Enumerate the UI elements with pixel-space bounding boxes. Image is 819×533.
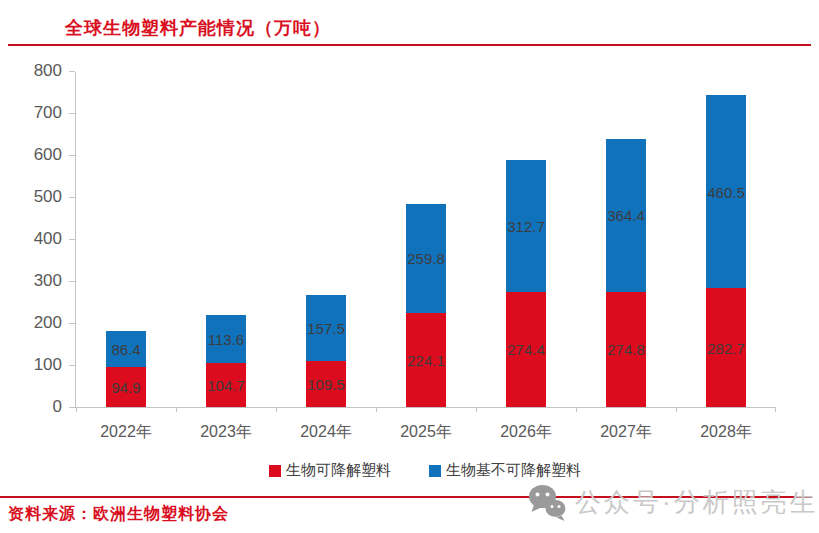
bar-stack: 94.986.4	[106, 331, 146, 407]
bar-segment-生物基不可降解塑料: 460.5	[706, 95, 746, 288]
data-label: 282.7	[694, 339, 758, 356]
y-axis-tick-label: 0	[12, 397, 62, 417]
legend-label: 生物基不可降解塑料	[446, 461, 581, 480]
x-axis-tick	[76, 407, 77, 412]
y-axis-tick-label: 300	[12, 271, 62, 291]
data-label: 109.5	[294, 376, 358, 393]
x-axis-tick-label: 2024年	[276, 422, 376, 443]
page-title: 全球生物塑料产能情况（万吨）	[65, 16, 331, 40]
bar-segment-生物可降解塑料: 94.9	[106, 367, 146, 407]
x-axis-tick	[176, 407, 177, 412]
x-axis-tick-label: 2026年	[476, 422, 576, 443]
x-axis-tick	[276, 407, 277, 412]
bar-segment-生物可降解塑料: 109.5	[306, 361, 346, 407]
x-axis-tick-label: 2023年	[176, 422, 276, 443]
bar-segment-生物可降解塑料: 274.8	[606, 292, 646, 407]
x-axis-tick	[775, 407, 776, 412]
bar-column-2025年: 224.1259.8	[376, 71, 476, 407]
y-axis-tick	[69, 281, 75, 282]
x-axis-tick-label: 2025年	[376, 422, 476, 443]
y-axis-tick-label: 400	[12, 229, 62, 249]
y-axis-tick	[69, 407, 75, 408]
bar-column-2024年: 109.5157.5	[276, 71, 376, 407]
bar-stack: 274.8364.4	[606, 139, 646, 407]
bar-segment-生物基不可降解塑料: 312.7	[506, 160, 546, 291]
data-label: 364.4	[594, 207, 658, 224]
legend-item-生物可降解塑料: 生物可降解塑料	[269, 461, 391, 480]
y-axis-tick-label: 100	[12, 355, 62, 375]
bar-stack: 224.1259.8	[406, 204, 446, 407]
y-axis-tick-label: 800	[12, 61, 62, 81]
bar-column-2022年: 94.986.4	[76, 71, 176, 407]
data-label: 86.4	[94, 341, 158, 358]
bar-stack: 282.7460.5	[706, 95, 746, 407]
y-axis-tick-label: 700	[12, 103, 62, 123]
bar-column-2028年: 282.7460.5	[676, 71, 776, 407]
bar-segment-生物基不可降解塑料: 157.5	[306, 295, 346, 361]
y-axis-tick	[69, 113, 75, 114]
bar-segment-生物基不可降解塑料: 364.4	[606, 139, 646, 292]
y-axis-tick	[69, 155, 75, 156]
watermark-text: 公众号·分析照亮生活	[575, 485, 819, 520]
bar-column-2023年: 104.7113.6	[176, 71, 276, 407]
x-axis-tick	[476, 407, 477, 412]
bar-segment-生物可降解塑料: 104.7	[206, 363, 246, 407]
y-axis-tick	[69, 365, 75, 366]
y-axis-tick-label: 200	[12, 313, 62, 333]
y-axis-tick	[69, 71, 75, 72]
y-axis-tick	[69, 197, 75, 198]
bar-segment-生物可降解塑料: 282.7	[706, 288, 746, 407]
chart-plot-area: 010020030040050060070080094.986.42022年10…	[75, 72, 775, 408]
bar-column-2026年: 274.4312.7	[476, 71, 576, 407]
y-axis-tick	[69, 239, 75, 240]
data-label: 113.6	[194, 331, 258, 348]
data-label: 259.8	[394, 250, 458, 267]
y-axis-tick-label: 600	[12, 145, 62, 165]
bar-segment-生物可降解塑料: 224.1	[406, 313, 446, 407]
x-axis-tick	[676, 407, 677, 412]
title-divider-line	[8, 44, 811, 46]
legend-swatch	[269, 465, 281, 477]
bar-segment-生物基不可降解塑料: 113.6	[206, 315, 246, 363]
bar-stack: 109.5157.5	[306, 295, 346, 407]
data-label: 274.8	[594, 341, 658, 358]
data-label: 94.9	[94, 379, 158, 396]
data-label: 460.5	[694, 183, 758, 200]
bar-segment-生物基不可降解塑料: 259.8	[406, 204, 446, 313]
bar-stack: 274.4312.7	[506, 160, 546, 407]
x-axis-tick-label: 2027年	[576, 422, 676, 443]
x-axis-tick	[576, 407, 577, 412]
wechat-icon	[527, 482, 567, 522]
x-axis-tick	[376, 407, 377, 412]
y-axis-tick-label: 500	[12, 187, 62, 207]
legend-item-生物基不可降解塑料: 生物基不可降解塑料	[429, 461, 581, 480]
source-note: 资料来源：欧洲生物塑料协会	[8, 504, 229, 525]
bar-segment-生物基不可降解塑料: 86.4	[106, 331, 146, 367]
legend-swatch	[429, 465, 441, 477]
y-axis-tick	[69, 323, 75, 324]
bar-column-2027年: 274.8364.4	[576, 71, 676, 407]
bar-segment-生物可降解塑料: 274.4	[506, 292, 546, 407]
watermark: 公众号·分析照亮生活	[527, 482, 819, 522]
data-label: 274.4	[494, 341, 558, 358]
x-axis-tick-label: 2022年	[76, 422, 176, 443]
chart-legend: 生物可降解塑料 生物基不可降解塑料	[75, 461, 775, 480]
bar-stack: 104.7113.6	[206, 315, 246, 407]
data-label: 312.7	[494, 218, 558, 235]
data-label: 157.5	[294, 319, 358, 336]
legend-label: 生物可降解塑料	[286, 461, 391, 480]
data-label: 224.1	[394, 351, 458, 368]
x-axis-tick-label: 2028年	[676, 422, 776, 443]
data-label: 104.7	[194, 377, 258, 394]
